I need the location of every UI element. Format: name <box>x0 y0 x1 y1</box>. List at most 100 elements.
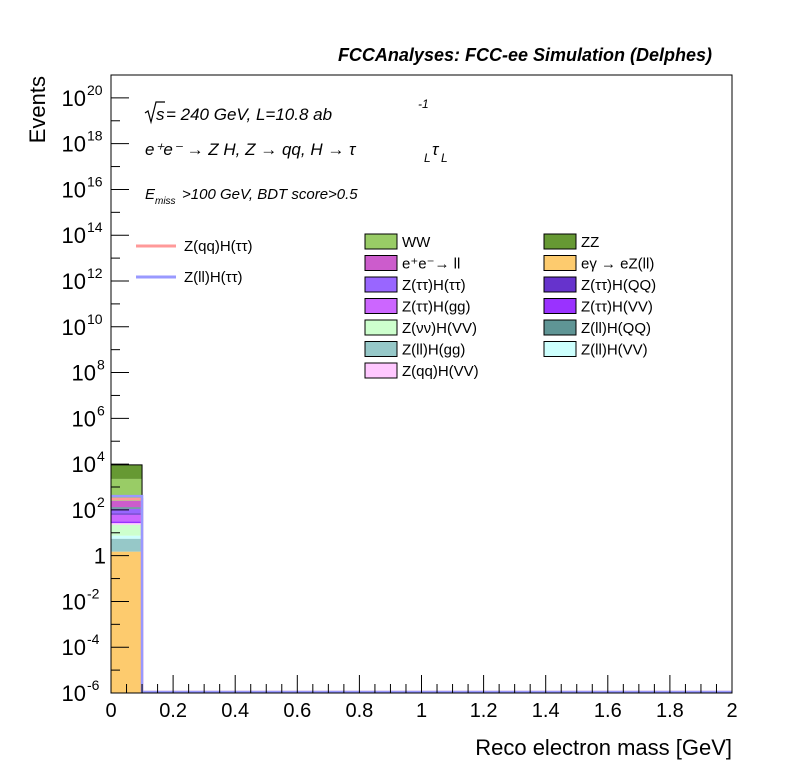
signal-line-0 <box>111 497 732 694</box>
bar-0 <box>111 551 143 693</box>
legend-label-8: Z(νν)H(VV) <box>402 320 477 337</box>
cut-prefix: E <box>145 186 156 203</box>
x-tick-label-3: 0.6 <box>283 700 311 722</box>
y-tick-exponent-11: 16 <box>87 173 103 189</box>
y-tick-exponent-0: -6 <box>87 677 100 693</box>
legend-signal-label-0: Z(qq)H(ττ) <box>184 238 253 255</box>
y-tick-exponent-4: 2 <box>97 494 105 510</box>
sqrt-s-label: s <box>156 105 165 124</box>
legend-swatch-0 <box>364 233 398 250</box>
bar-11 <box>111 478 143 501</box>
y-tick-exponent-12: 18 <box>87 128 103 144</box>
x-tick-label-10: 2 <box>726 700 737 722</box>
x-tick-label-7: 1.4 <box>532 700 560 722</box>
legend-label-5: Z(ττ)H(QQ) <box>581 277 656 294</box>
process-annotation: e⁺e⁻ → Z H, Z → qq, H → τ L τ L <box>145 140 448 165</box>
legend-swatch-12 <box>364 362 398 379</box>
x-tick-label-6: 1.2 <box>470 700 498 722</box>
legend-swatch-6 <box>364 298 398 314</box>
legend-label-4: Z(ττ)H(ττ) <box>402 277 466 294</box>
y-tick-label-7: 10 <box>72 361 96 386</box>
legend-label-2: e⁺e⁻→ ll <box>402 256 460 273</box>
y-tick-label-12: 10 <box>62 132 86 157</box>
bar-10 <box>111 500 143 508</box>
bar-3 <box>111 524 143 536</box>
y-tick-exponent-9: 12 <box>87 265 103 281</box>
legend-swatch-8 <box>364 319 398 336</box>
energy-lumi-label: = 240 GeV, L=10.8 ab <box>166 105 332 124</box>
legend-label-12: Z(qq)H(VV) <box>402 363 479 380</box>
tau-subscript-2: L <box>441 151 448 165</box>
legend-label-1: ZZ <box>581 234 599 251</box>
legend-swatch-10 <box>364 341 398 357</box>
x-axis: 0 0.2 0.4 0.6 0.8 1 1.2 1.4 1.6 1.8 2 <box>105 675 738 722</box>
legend-swatch-1 <box>543 233 577 250</box>
legend-label-6: Z(ττ)H(gg) <box>402 299 471 316</box>
legend-label-3: eγ → eZ(ll) <box>581 256 654 273</box>
legend-swatch-7 <box>543 298 577 314</box>
y-tick-exponent-7: 8 <box>97 357 105 373</box>
x-tick-label-1: 0.2 <box>159 700 187 722</box>
legend-signal-label-1: Z(ll)H(ττ) <box>184 269 243 286</box>
plot-frame <box>110 74 733 694</box>
legend-label-0: WW <box>402 234 431 251</box>
tau-second: τ <box>432 140 440 159</box>
y-axis-label: Events <box>25 76 50 143</box>
cut-subscript: miss <box>155 196 176 207</box>
energy-annotation: s = 240 GeV, L=10.8 ab -1 <box>144 97 429 125</box>
y-tick-label-6: 10 <box>72 406 96 431</box>
legend-swatch-9 <box>543 319 577 336</box>
legend-swatch-2 <box>364 255 398 271</box>
lumi-exponent: -1 <box>418 97 429 111</box>
bar-7 <box>111 513 143 515</box>
y-tick-label-8: 10 <box>62 315 86 340</box>
x-tick-label-0: 0 <box>105 700 116 722</box>
legend: Z(qq)H(ττ) Z(ll)H(ττ) WW ZZ e⁺e⁻→ ll eγ → eZ(… <box>136 233 656 380</box>
legend-label-10: Z(ll)H(gg) <box>402 342 465 359</box>
x-tick-label-8: 1.6 <box>594 700 622 722</box>
bar-2 <box>111 535 143 539</box>
legend-swatch-5 <box>543 276 577 293</box>
y-tick-label-0: 10 <box>62 681 86 706</box>
legend-swatch-4 <box>364 276 398 293</box>
y-tick-label-9: 10 <box>62 269 86 294</box>
bar-1 <box>111 538 143 552</box>
legend-label-9: Z(ll)H(QQ) <box>581 320 651 337</box>
legend-swatch-11 <box>543 341 577 357</box>
bar-4 <box>111 523 143 525</box>
sqrt-symbol <box>144 101 165 125</box>
cut-annotation: E miss >100 GeV, BDT score>0.5 <box>145 186 358 207</box>
y-tick-label-3: 1 <box>94 544 106 569</box>
y-tick-exponent-2: -2 <box>87 585 100 601</box>
y-tick-exponent-5: 4 <box>97 448 105 464</box>
bar-5 <box>111 521 143 524</box>
tau-subscript-1: L <box>424 151 431 165</box>
bar-9 <box>111 507 143 509</box>
chart-title: FCCAnalyses: FCC-ee Simulation (Delphes) <box>338 45 712 65</box>
y-tick-label-10: 10 <box>62 223 86 248</box>
legend-label-7: Z(ττ)H(VV) <box>581 299 653 316</box>
bar-6 <box>111 514 143 522</box>
x-tick-label-5: 1 <box>416 700 427 722</box>
x-axis-label: Reco electron mass [GeV] <box>475 735 732 760</box>
y-tick-exponent-8: 10 <box>87 311 103 327</box>
signal-line-1 <box>111 494 732 694</box>
process-label: e⁺e⁻ → Z H, Z → qq, H → τ <box>145 140 357 159</box>
y-tick-label-2: 10 <box>62 589 86 614</box>
y-tick-label-4: 10 <box>72 498 96 523</box>
y-tick-exponent-10: 14 <box>87 219 103 235</box>
signal-lines <box>111 494 732 694</box>
x-tick-label-4: 0.8 <box>345 700 373 722</box>
legend-swatch-3 <box>543 255 577 271</box>
bar-12 <box>111 464 143 479</box>
y-tick-label-13: 10 <box>62 86 86 111</box>
y-tick-exponent-13: 20 <box>87 82 103 98</box>
cut-text: >100 GeV, BDT score>0.5 <box>182 186 358 203</box>
x-tick-label-2: 0.4 <box>221 700 249 722</box>
y-tick-exponent-1: -4 <box>87 631 100 647</box>
legend-label-11: Z(ll)H(VV) <box>581 342 648 359</box>
bar-8 <box>111 508 143 514</box>
y-tick-label-1: 10 <box>62 635 86 660</box>
